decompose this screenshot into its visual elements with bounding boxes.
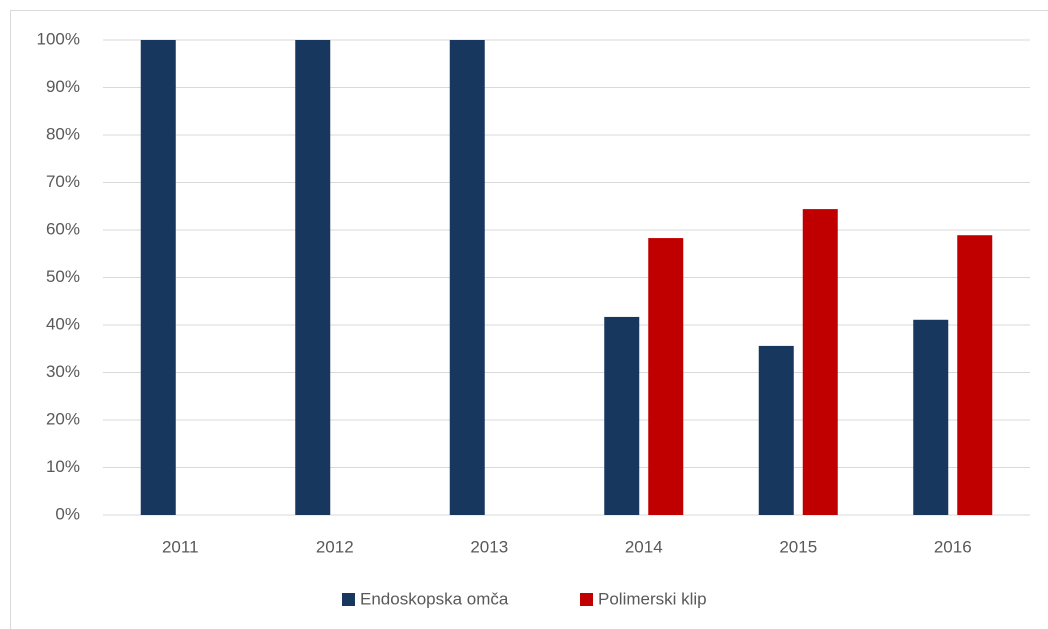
legend-swatch — [342, 593, 355, 606]
bar — [295, 40, 331, 515]
y-tick-label: 100% — [37, 29, 80, 48]
x-tick-label: 2012 — [316, 537, 354, 556]
x-tick-label: 2016 — [934, 537, 972, 556]
y-tick-label: 0% — [55, 504, 80, 523]
y-tick-label: 30% — [46, 362, 80, 381]
y-tick-label: 70% — [46, 172, 80, 191]
bar — [604, 316, 640, 515]
legend-label: Polimerski klip — [598, 589, 707, 608]
y-tick-label: 90% — [46, 77, 80, 96]
bar — [648, 238, 684, 515]
y-tick-label: 10% — [46, 457, 80, 476]
bar — [913, 319, 949, 515]
bar — [449, 40, 485, 515]
x-tick-label: 2011 — [162, 537, 199, 556]
x-tick-label: 2015 — [779, 537, 817, 556]
x-tick-label: 2013 — [470, 537, 508, 556]
x-tick-label: 2014 — [625, 537, 663, 556]
legend-swatch — [580, 593, 593, 606]
bar — [758, 345, 794, 515]
bar — [140, 40, 176, 515]
y-tick-label: 40% — [46, 314, 80, 333]
legend-label: Endoskopska omča — [360, 589, 509, 608]
y-tick-label: 60% — [46, 219, 80, 238]
y-tick-label: 50% — [46, 267, 80, 286]
y-tick-label: 20% — [46, 409, 80, 428]
bar — [802, 209, 838, 515]
chart-border — [10, 10, 1048, 629]
y-tick-label: 80% — [46, 124, 80, 143]
bar — [957, 235, 993, 515]
